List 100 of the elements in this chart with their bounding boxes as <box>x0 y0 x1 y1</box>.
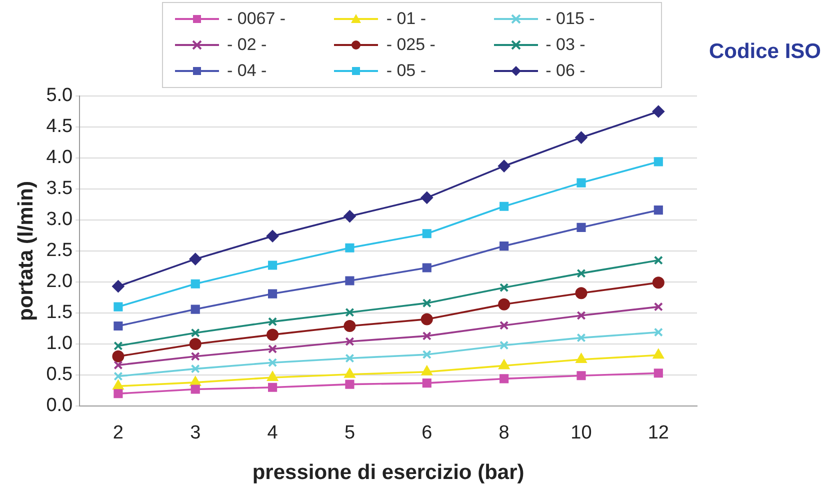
point <box>114 302 123 312</box>
point <box>112 350 124 362</box>
point <box>189 253 202 266</box>
point <box>652 106 664 118</box>
x-tick-label: 4 <box>267 422 278 444</box>
point <box>190 364 200 374</box>
point <box>498 298 510 310</box>
point <box>576 268 586 278</box>
point <box>345 276 354 286</box>
point <box>268 382 278 392</box>
y-tick-label: 2.0 <box>46 271 73 292</box>
point <box>268 289 278 298</box>
text: Codice ISO <box>708 40 821 64</box>
point <box>652 276 664 289</box>
point <box>422 263 432 272</box>
legend-label: - 02 - <box>227 35 267 55</box>
point <box>344 368 356 378</box>
point <box>422 331 432 340</box>
point <box>114 360 123 370</box>
point <box>268 260 278 270</box>
y-tick-label: 1.5 <box>46 302 73 324</box>
x-axis-title: pressione di esercizio (bar) <box>252 461 524 484</box>
point <box>422 350 432 360</box>
y-tick-label: 4.5 <box>46 116 73 138</box>
point <box>189 338 202 350</box>
point <box>190 384 200 394</box>
point <box>345 336 354 346</box>
x-tick-label: 6 <box>422 422 432 444</box>
point <box>500 374 509 384</box>
point <box>500 283 509 292</box>
x-tick-label: 8 <box>498 422 510 444</box>
point <box>268 317 278 326</box>
y-tick-label: 3.0 <box>46 209 73 230</box>
point <box>114 372 123 381</box>
point <box>422 366 432 376</box>
y-tick-label: 3.5 <box>46 178 73 200</box>
legend-label: - 06 - <box>546 61 586 81</box>
legend-label: - 015 - <box>546 9 595 29</box>
point <box>112 380 124 390</box>
point <box>498 360 510 370</box>
point <box>190 352 200 361</box>
point <box>576 310 586 320</box>
point <box>654 157 663 166</box>
point <box>653 349 664 359</box>
legend-label: - 03 - <box>546 35 586 55</box>
point <box>500 320 509 330</box>
point <box>576 178 586 188</box>
point <box>266 328 279 341</box>
point <box>345 354 354 363</box>
point <box>500 340 509 350</box>
point <box>422 378 432 388</box>
point <box>576 371 586 380</box>
point <box>498 160 510 172</box>
point <box>575 287 588 300</box>
point <box>500 242 509 251</box>
point <box>654 368 663 378</box>
point <box>114 321 123 331</box>
point <box>267 371 278 381</box>
point <box>500 202 509 211</box>
point <box>190 279 200 288</box>
point <box>114 341 123 350</box>
y-tick-label: 0.5 <box>46 364 73 386</box>
point <box>422 298 432 308</box>
point <box>654 206 663 215</box>
point <box>422 229 432 238</box>
point <box>576 222 586 232</box>
y-axis-title: portata (l/min) <box>14 181 38 321</box>
x-tick-label: 12 <box>648 422 669 444</box>
y-tick-label: 1.0 <box>46 333 73 354</box>
y-tick-label: 0.0 <box>46 395 73 416</box>
x-tick-label: 3 <box>190 422 201 444</box>
point <box>344 210 356 222</box>
x-tick-label: 10 <box>570 422 592 444</box>
point <box>268 358 278 368</box>
point <box>654 302 663 312</box>
y-tick-label: 4.0 <box>46 147 73 168</box>
point <box>344 320 356 332</box>
point <box>654 328 663 337</box>
point <box>112 280 124 292</box>
x-tick-label: 2 <box>112 422 124 444</box>
point <box>268 344 278 354</box>
point <box>114 389 123 398</box>
point <box>345 243 354 252</box>
point <box>575 132 588 144</box>
point <box>345 380 354 389</box>
point <box>266 230 279 242</box>
legend-label: - 01 - <box>386 9 426 29</box>
legend-label: - 05 - <box>386 61 426 81</box>
point <box>190 328 200 338</box>
point <box>345 308 354 317</box>
point <box>576 354 587 363</box>
point <box>420 313 433 326</box>
x-tick-label: 5 <box>344 422 356 444</box>
legend-label: - 04 - <box>227 61 267 81</box>
point <box>576 333 586 342</box>
legend-label: - 025 - <box>386 35 436 55</box>
point <box>190 304 200 314</box>
legend-label: - 0067 - <box>227 9 286 29</box>
y-tick-label: 5.0 <box>46 85 73 106</box>
point <box>654 256 663 265</box>
